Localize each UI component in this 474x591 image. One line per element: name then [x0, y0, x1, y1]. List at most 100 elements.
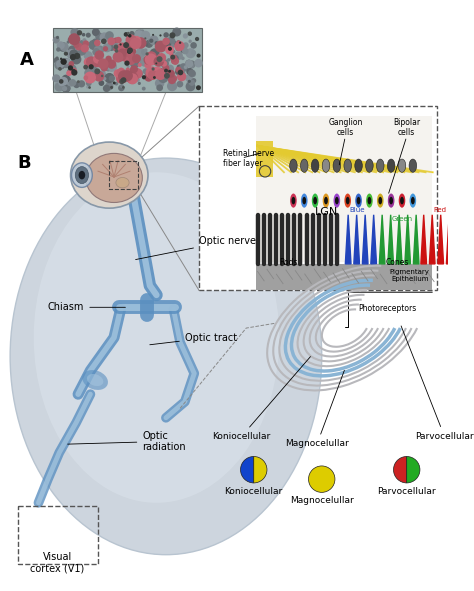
Circle shape	[71, 56, 75, 60]
Circle shape	[83, 64, 88, 70]
Polygon shape	[354, 215, 359, 264]
Circle shape	[86, 59, 94, 67]
Circle shape	[58, 67, 62, 70]
Circle shape	[113, 82, 116, 85]
Bar	[18, 505, 98, 564]
Circle shape	[121, 77, 127, 83]
Circle shape	[150, 73, 154, 77]
Text: LGN: LGN	[315, 207, 338, 217]
Circle shape	[166, 43, 173, 50]
Circle shape	[98, 59, 109, 69]
Ellipse shape	[356, 197, 360, 204]
Circle shape	[155, 41, 167, 53]
Circle shape	[122, 70, 133, 82]
Circle shape	[113, 37, 119, 43]
Circle shape	[84, 72, 96, 83]
Circle shape	[53, 37, 60, 44]
Circle shape	[52, 74, 60, 83]
Circle shape	[187, 79, 194, 87]
Polygon shape	[405, 215, 410, 264]
Text: Bipolar
cells: Bipolar cells	[393, 118, 420, 137]
Circle shape	[129, 54, 132, 57]
Circle shape	[153, 60, 157, 65]
Circle shape	[124, 56, 128, 60]
Ellipse shape	[378, 197, 382, 204]
Circle shape	[66, 49, 77, 59]
Circle shape	[167, 75, 171, 79]
Circle shape	[119, 74, 123, 79]
Ellipse shape	[411, 197, 415, 204]
Circle shape	[119, 43, 122, 46]
Ellipse shape	[86, 154, 142, 203]
Circle shape	[94, 60, 98, 64]
Circle shape	[96, 46, 104, 54]
Circle shape	[127, 73, 138, 85]
Circle shape	[106, 64, 112, 70]
Polygon shape	[346, 215, 351, 264]
Circle shape	[58, 79, 65, 86]
Circle shape	[176, 81, 183, 87]
Circle shape	[185, 60, 193, 68]
Circle shape	[172, 57, 179, 65]
Circle shape	[124, 60, 129, 66]
Ellipse shape	[82, 370, 108, 390]
Circle shape	[68, 46, 78, 56]
Circle shape	[126, 34, 137, 46]
Circle shape	[129, 37, 139, 47]
Circle shape	[172, 28, 181, 37]
Circle shape	[165, 46, 174, 54]
Circle shape	[142, 87, 146, 90]
Circle shape	[56, 47, 61, 52]
Circle shape	[102, 43, 111, 53]
Circle shape	[60, 43, 69, 51]
Circle shape	[145, 43, 148, 47]
Ellipse shape	[292, 197, 295, 204]
Bar	[255, 264, 432, 290]
Circle shape	[86, 80, 91, 86]
Circle shape	[155, 63, 157, 64]
Ellipse shape	[399, 193, 405, 207]
Ellipse shape	[79, 171, 85, 179]
Circle shape	[146, 34, 150, 38]
Circle shape	[101, 38, 107, 44]
Circle shape	[84, 51, 93, 60]
Circle shape	[125, 40, 133, 48]
Circle shape	[94, 69, 100, 74]
Circle shape	[127, 65, 129, 68]
Circle shape	[116, 50, 127, 61]
Circle shape	[65, 53, 68, 55]
Circle shape	[177, 70, 185, 78]
Circle shape	[76, 38, 80, 41]
Circle shape	[72, 58, 74, 61]
Circle shape	[69, 67, 76, 75]
Circle shape	[169, 52, 173, 56]
Ellipse shape	[323, 193, 329, 207]
Circle shape	[138, 82, 141, 85]
Circle shape	[95, 63, 99, 67]
Circle shape	[55, 82, 64, 92]
Circle shape	[130, 69, 138, 76]
Circle shape	[79, 40, 85, 46]
Circle shape	[194, 59, 203, 67]
Circle shape	[155, 56, 161, 62]
Circle shape	[95, 64, 98, 67]
Circle shape	[136, 78, 140, 82]
Circle shape	[148, 70, 158, 80]
Circle shape	[104, 64, 112, 72]
Circle shape	[88, 65, 97, 74]
Circle shape	[140, 57, 149, 67]
Circle shape	[185, 48, 196, 59]
Circle shape	[148, 62, 152, 66]
Text: Rods: Rods	[280, 258, 298, 267]
Circle shape	[173, 55, 179, 61]
Circle shape	[66, 77, 71, 82]
Circle shape	[183, 43, 189, 48]
Circle shape	[166, 64, 174, 73]
Circle shape	[105, 82, 113, 90]
Circle shape	[100, 64, 108, 72]
Circle shape	[118, 44, 126, 53]
Circle shape	[144, 73, 153, 82]
Circle shape	[73, 82, 80, 88]
Circle shape	[55, 82, 61, 88]
Text: Green: Green	[392, 216, 412, 222]
